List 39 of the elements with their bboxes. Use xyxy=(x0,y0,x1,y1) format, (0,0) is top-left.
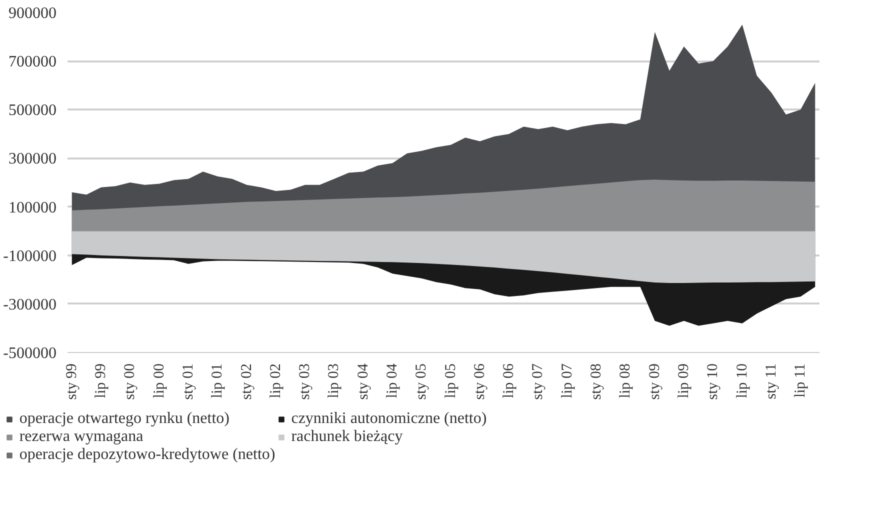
x-tick-label: sty 04 xyxy=(355,363,372,400)
x-tick-label: lip 03 xyxy=(326,363,342,398)
x-tick-label: sty 00 xyxy=(122,363,138,400)
y-tick-label: -100000 xyxy=(3,248,56,265)
x-tick-label: lip 04 xyxy=(384,363,400,398)
x-tick-label: sty 10 xyxy=(705,363,722,400)
y-tick-label: 900000 xyxy=(8,5,56,22)
x-tick-label: sty 09 xyxy=(646,363,663,400)
x-tick-label: sty 99 xyxy=(64,363,80,400)
x-tick-label: lip 00 xyxy=(151,363,168,398)
x-tick-label: lip 02 xyxy=(268,363,284,398)
x-tick-label: lip 08 xyxy=(618,363,634,398)
x-tick-label: lip 01 xyxy=(210,363,226,398)
y-tick-label: 700000 xyxy=(8,54,56,71)
x-tick-label: lip 07 xyxy=(559,363,576,398)
x-tick-label: lip 06 xyxy=(501,363,518,398)
x-tick-label: lip 11 xyxy=(792,363,809,398)
legend-label: operacje otwartego rynku (netto) xyxy=(19,410,230,428)
x-tick-label: lip 09 xyxy=(676,363,692,398)
x-tick-label: sty 01 xyxy=(180,363,196,400)
x-tick-label: sty 07 xyxy=(530,363,546,400)
legend-label: rachunek bieżący xyxy=(291,428,403,446)
legend-label: operacje depozytowo-kredytowe (netto) xyxy=(19,446,276,464)
y-tick-label: -500000 xyxy=(3,345,56,362)
x-tick-label: sty 08 xyxy=(588,363,605,400)
x-tick-label: sty 02 xyxy=(238,363,255,400)
y-tick-label: -300000 xyxy=(3,296,56,314)
x-tick-label: sty 06 xyxy=(472,363,488,400)
x-tick-label: sty 03 xyxy=(297,363,314,400)
y-tick-label: 300000 xyxy=(8,150,56,168)
x-tick-label: sty 11 xyxy=(763,363,780,400)
y-tick-label: 100000 xyxy=(8,199,56,216)
x-tick-label: lip 10 xyxy=(734,363,750,398)
legend-label: rezerwa wymagana xyxy=(19,428,144,446)
x-tick-label: sty 05 xyxy=(414,363,430,400)
x-tick-label: lip 99 xyxy=(93,363,110,398)
y-tick-label: 500000 xyxy=(8,102,56,120)
legend-label: czynniki autonomiczne (netto) xyxy=(291,410,487,428)
x-tick-label: lip 05 xyxy=(442,363,459,398)
